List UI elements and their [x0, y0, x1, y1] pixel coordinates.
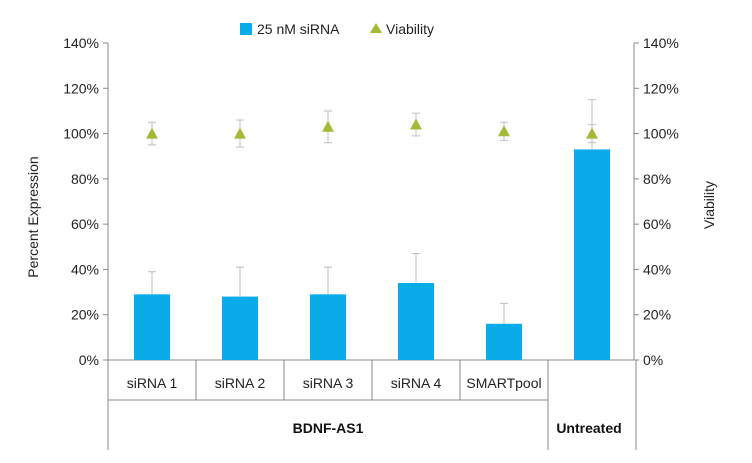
- legend: 25 nM siRNA Viability: [240, 21, 434, 37]
- viability-markers: [146, 110, 598, 148]
- group-label-bdnf-as1: BDNF-AS1: [293, 420, 364, 436]
- viability-marker: [322, 120, 334, 132]
- y-tick-label: 40%: [71, 261, 99, 277]
- y-tick-label: 80%: [71, 171, 99, 187]
- group-label-untreated: Untreated: [556, 420, 621, 436]
- y2-tick-label: 120%: [643, 80, 679, 96]
- y2-tick-label: 80%: [643, 171, 671, 187]
- y2-tick-label: 20%: [643, 307, 671, 323]
- bar: [310, 294, 346, 360]
- viability-marker: [586, 127, 598, 139]
- y-tick-label: 120%: [63, 80, 99, 96]
- category-label: siRNA 4: [391, 375, 442, 391]
- legend-swatch-bars: [240, 23, 252, 35]
- legend-label-viability: Viability: [386, 21, 434, 37]
- y2-tick-label: 40%: [643, 261, 671, 277]
- viability-marker: [498, 125, 510, 137]
- bar: [134, 294, 170, 360]
- legend-swatch-viability: [370, 23, 382, 33]
- category-label: siRNA 2: [215, 375, 266, 391]
- bar: [486, 323, 522, 360]
- y-tick-label: 100%: [63, 126, 99, 142]
- y-axis-label: Percent Expression: [25, 156, 41, 277]
- bar: [574, 149, 610, 360]
- viability-marker: [410, 118, 422, 130]
- y-tick-label: 0%: [79, 352, 99, 368]
- axes: 0% 20% 40% 60% 80% 100% 120% 140% 0% 20% 40% 60% 80%…: [63, 35, 679, 450]
- category-label: siRNA 1: [127, 375, 178, 391]
- y2-tick-label: 60%: [643, 216, 671, 232]
- viability-marker: [234, 127, 246, 139]
- bars: [134, 99, 610, 360]
- bar: [222, 296, 258, 360]
- y-tick-label: 140%: [63, 35, 99, 51]
- y2-tick-label: 100%: [643, 126, 679, 142]
- y2-axis-label: Viability: [701, 181, 717, 229]
- category-label: siRNA 3: [303, 375, 354, 391]
- viability-marker: [146, 127, 158, 139]
- legend-label-bars: 25 nM siRNA: [257, 21, 340, 37]
- y-tick-label: 60%: [71, 216, 99, 232]
- y-tick-label: 20%: [71, 307, 99, 323]
- y2-tick-label: 140%: [643, 35, 679, 51]
- category-label: SMARTpool: [466, 375, 541, 391]
- bar: [398, 283, 434, 360]
- y2-tick-label: 0%: [643, 352, 663, 368]
